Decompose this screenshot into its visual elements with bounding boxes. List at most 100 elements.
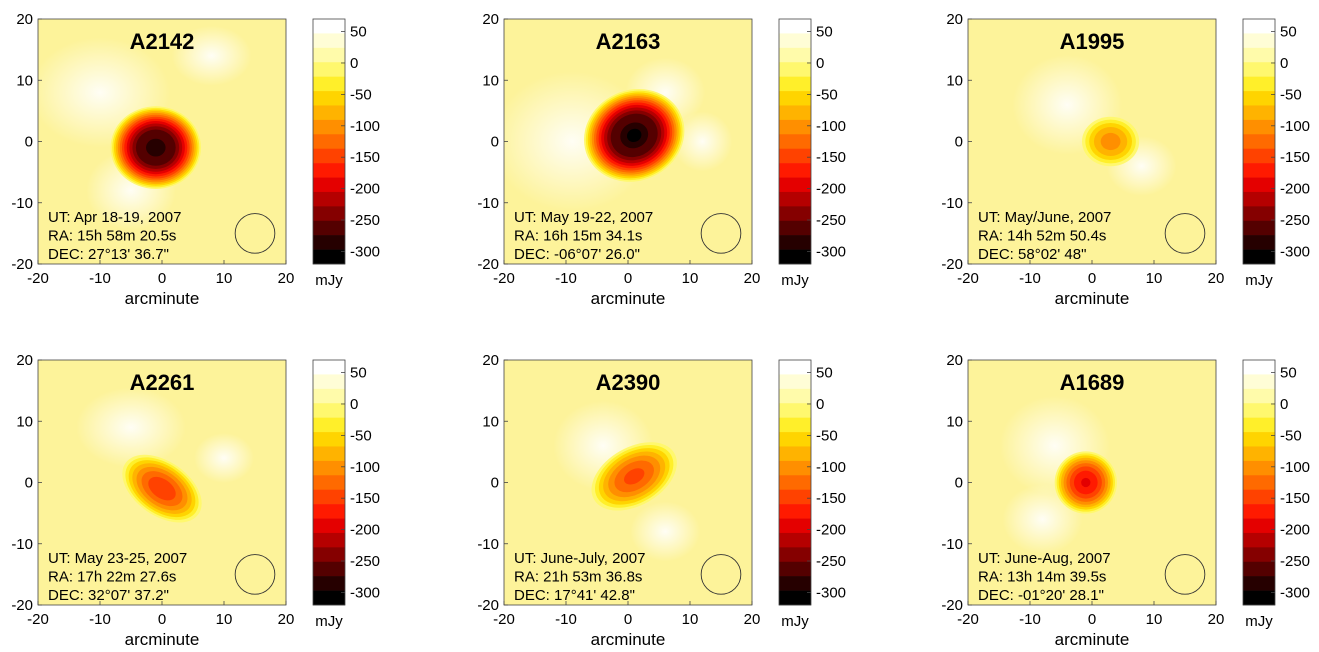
colorbar-swatch <box>779 432 811 447</box>
map-panel-a2163: A2163 UT: May 19-22, 2007 RA: 16h 15m 34.1… <box>477 11 846 308</box>
y-tick-label: -20 <box>11 256 33 273</box>
colorbar-swatch <box>1243 191 1275 207</box>
colorbar-swatch <box>779 360 811 375</box>
positive-lobe <box>194 433 254 483</box>
y-tick-label: -20 <box>941 256 963 273</box>
colorbar-tick-label: -100 <box>816 459 846 476</box>
beam-circle <box>700 213 742 254</box>
map-title: A2261 <box>130 370 195 395</box>
x-tick-label: -20 <box>27 611 49 628</box>
y-tick-label: -20 <box>11 597 33 614</box>
colorbar-swatch <box>313 163 345 178</box>
x-axis-label: arcminute <box>591 630 666 649</box>
x-tick-label: -10 <box>1019 611 1041 628</box>
map-annotation: RA: 17h 22m 27.6s <box>48 569 176 586</box>
colorbar-tick-label: -50 <box>816 427 838 444</box>
colorbar-tick-label: -100 <box>350 459 380 476</box>
colorbar-swatch <box>779 148 811 164</box>
map-annotation: DEC: 17°41' 42.8" <box>514 587 635 604</box>
map-annotation: RA: 15h 58m 20.5s <box>48 228 176 245</box>
colorbar-tick-label: -250 <box>350 212 380 229</box>
colorbar-tick-label: 50 <box>1280 365 1297 382</box>
beam-circle <box>1164 554 1206 595</box>
map-annotation: DEC: -06°07' 26.0" <box>514 246 640 263</box>
x-tick-label: 20 <box>1208 270 1225 287</box>
colorbar-swatch <box>779 206 811 222</box>
colorbar-swatch <box>313 403 345 418</box>
y-tick-label: 10 <box>946 413 963 430</box>
colorbar-swatch <box>313 446 345 462</box>
colorbar-swatch <box>313 105 345 121</box>
colorbar-swatch <box>779 590 811 606</box>
colorbar-swatch <box>1243 489 1275 505</box>
x-tick-label: -10 <box>1019 270 1041 287</box>
y-tick-label: -10 <box>11 195 33 212</box>
y-tick-label: -20 <box>477 597 499 614</box>
colorbar-swatch <box>1243 504 1275 519</box>
colorbar-swatch <box>779 91 811 106</box>
colorbar-swatch <box>779 489 811 505</box>
colorbar-swatch <box>779 105 811 121</box>
colorbar-tick-label: -150 <box>816 149 846 166</box>
positive-lobe <box>672 111 733 172</box>
colorbar-tick-label: 0 <box>1280 396 1288 413</box>
colorbar-swatch <box>313 119 345 135</box>
x-tick-label: -10 <box>555 270 577 287</box>
x-tick-label: 20 <box>1208 611 1225 628</box>
colorbar-swatch <box>313 532 345 548</box>
colorbar-swatch <box>313 547 345 563</box>
y-tick-label: 0 <box>491 134 499 151</box>
colorbar-tick-label: -300 <box>816 584 846 601</box>
map-panel-a2390: A2390 UT: June-July, 2007 RA: 21h 53m 36.8… <box>477 352 846 649</box>
colorbar-tick-label: 0 <box>350 396 358 413</box>
colorbar: 50 0 -50 -100 -150 -200 -250 -300 mJy <box>312 18 380 289</box>
colorbar-swatch <box>1243 547 1275 563</box>
colorbar-swatch <box>1243 206 1275 222</box>
colorbar-tick-label: -50 <box>350 427 372 444</box>
colorbar-swatch <box>779 177 811 193</box>
y-tick-label: 0 <box>955 134 963 151</box>
colorbar-swatch <box>1243 446 1275 462</box>
y-tick-label: 10 <box>946 72 963 89</box>
colorbar-swatch <box>1243 561 1275 577</box>
map-annotation: UT: Apr 18-19, 2007 <box>48 209 181 226</box>
map-contours <box>553 400 701 562</box>
contour-level <box>623 468 645 485</box>
x-tick-label: 10 <box>682 270 699 287</box>
colorbar-unit-label: mJy <box>1245 272 1273 289</box>
colorbar-swatch <box>313 134 345 150</box>
y-tick-label: 10 <box>482 413 499 430</box>
colorbar-swatch <box>1243 518 1275 534</box>
colorbar-swatch <box>313 249 345 265</box>
x-tick-label: 10 <box>216 611 233 628</box>
y-tick-label: 0 <box>25 475 33 492</box>
y-tick-label: 20 <box>16 352 33 369</box>
colorbar-swatch <box>313 460 345 476</box>
map-annotation: DEC: 58°02' 48" <box>978 246 1086 263</box>
x-tick-label: 10 <box>216 270 233 287</box>
colorbar-swatch <box>779 62 811 77</box>
colorbar-swatch <box>779 446 811 462</box>
map-panel-a1689: A1689 UT: June-Aug, 2007 RA: 13h 14m 39.5s… <box>941 352 1310 649</box>
colorbar-swatch <box>313 91 345 106</box>
colorbar-swatch <box>313 590 345 606</box>
colorbar-tick-label: 0 <box>816 55 824 72</box>
colorbar: 50 0 -50 -100 -150 -200 -250 -300 mJy <box>312 359 380 630</box>
x-axis-label: arcminute <box>591 289 666 308</box>
colorbar-tick-label: -100 <box>1280 459 1310 476</box>
colorbar-swatch <box>779 504 811 519</box>
colorbar-swatch <box>1243 33 1275 49</box>
colorbar-swatch <box>1243 417 1275 433</box>
colorbar-tick-label: -250 <box>350 553 380 570</box>
colorbar-swatch <box>1243 576 1275 591</box>
colorbar-swatch <box>779 33 811 49</box>
positive-lobe <box>171 25 252 86</box>
colorbar-swatch <box>779 134 811 150</box>
colorbar: 50 0 -50 -100 -150 -200 -250 -300 mJy <box>778 359 846 630</box>
y-tick-label: 20 <box>482 11 499 28</box>
map-contours <box>38 25 252 231</box>
colorbar-swatch <box>779 374 811 390</box>
colorbar-tick-label: 0 <box>350 55 358 72</box>
colorbar-swatch <box>1243 235 1275 250</box>
